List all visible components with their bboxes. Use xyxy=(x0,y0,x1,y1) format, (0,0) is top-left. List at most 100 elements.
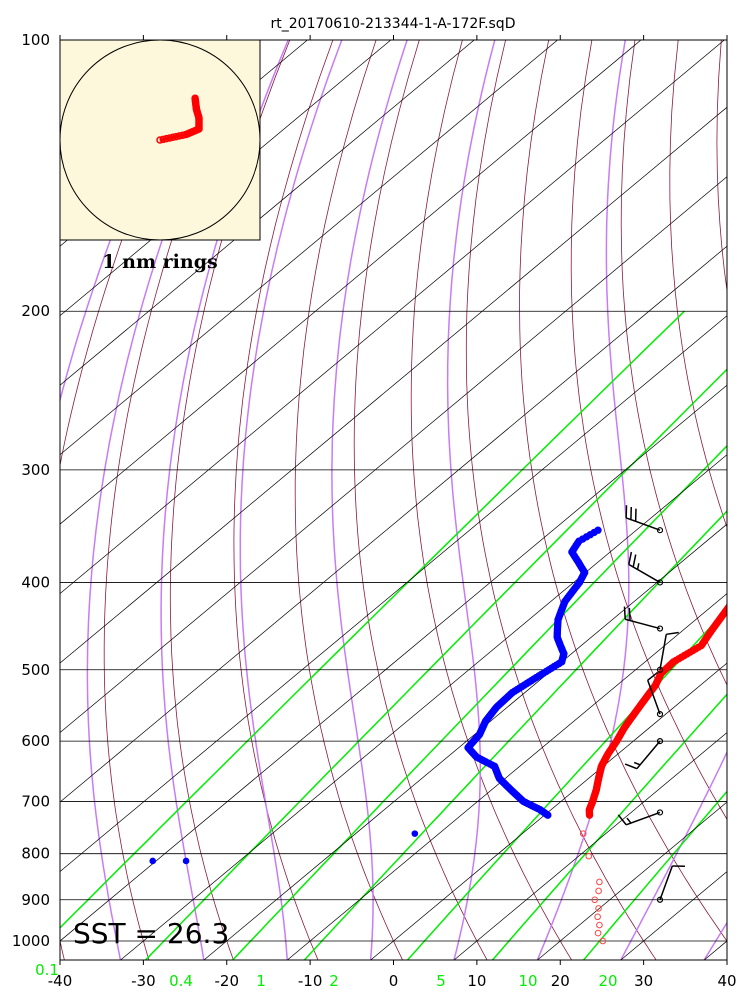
dry-adiabat-line xyxy=(353,40,488,960)
hodograph-point xyxy=(179,131,187,139)
wind-barb-flag xyxy=(623,606,626,620)
wind-barb xyxy=(628,551,664,586)
mixing-ratio-line xyxy=(144,368,727,960)
wind-barb-station xyxy=(656,896,664,903)
dry-adiabat-line xyxy=(716,40,727,294)
isotherm-line xyxy=(60,40,725,595)
mixing-ratio-tick-label: 10 xyxy=(518,972,537,990)
wind-barb xyxy=(646,671,664,718)
sst-label: SST = 26.3 xyxy=(73,917,229,950)
mixing-ratio-tick-label: 2 xyxy=(329,972,339,990)
pressure-tick-label: 400 xyxy=(21,573,50,591)
isobar-lines xyxy=(60,40,727,942)
temperature-point xyxy=(746,580,750,586)
pressure-tick-label: 1000 xyxy=(12,932,50,950)
wind-barb-shaft xyxy=(625,811,661,826)
dry-adiabat-line xyxy=(669,40,727,529)
temperature-point xyxy=(733,594,739,600)
temperature-tick-label: 40 xyxy=(717,972,736,990)
surface-temperature-point xyxy=(596,878,603,886)
wind-barb xyxy=(656,865,685,903)
wind-barb-shaft xyxy=(636,740,661,770)
temperature-tick-label: -10 xyxy=(298,972,323,990)
mixing-ratio-tick-label: 0.4 xyxy=(169,972,193,990)
temperature-tick-labels: -40 -30 -20 -10 0 10 20 30 40 xyxy=(48,35,737,990)
temperature-point xyxy=(739,588,745,594)
moist-adiabat-line xyxy=(160,40,289,960)
dewpoint-point xyxy=(544,811,552,819)
moist-adiabat-line xyxy=(331,40,408,960)
surface-temperature-point xyxy=(596,921,603,929)
wind-barb-flag xyxy=(666,631,679,636)
temperature-point xyxy=(741,586,747,592)
mixing-ratio-line xyxy=(303,510,727,960)
hodograph-point xyxy=(166,134,174,142)
mixing-ratio-line xyxy=(406,608,727,960)
hodograph-rings-label: 1 nm rings xyxy=(102,251,217,273)
dry-adiabat-line xyxy=(410,40,573,960)
temperature-tick-label: -40 xyxy=(48,972,73,990)
dry-adiabat-line xyxy=(465,40,657,960)
temperature-tick-label: 10 xyxy=(467,972,486,990)
temperature-tick-label: 30 xyxy=(634,972,653,990)
wind-barb-shaft xyxy=(625,618,661,630)
isotherm-line xyxy=(60,384,727,942)
wind-barb-half-flag xyxy=(633,761,641,766)
pressure-tick-label: 200 xyxy=(21,302,50,320)
temperature-point xyxy=(585,811,594,819)
wind-barb-shaft xyxy=(659,634,667,670)
wind-barb-shaft xyxy=(625,517,661,531)
moist-adiabat-line xyxy=(536,40,630,960)
mixing-ratio-tick-labels: 0.1 0.4 1 2 5 10 20 xyxy=(35,961,617,990)
hodograph-point xyxy=(162,134,171,143)
isotherm-line xyxy=(60,176,727,734)
wind-barb-flag xyxy=(628,551,633,565)
dry-adiabat-line xyxy=(519,40,727,942)
pressure-tick-label: 100 xyxy=(21,31,50,49)
sounding-profiles xyxy=(149,526,750,945)
surface-temperature-point xyxy=(594,913,601,921)
temperature-point xyxy=(732,596,738,602)
wind-barb xyxy=(617,809,664,826)
dry-adiabat-line xyxy=(620,40,727,687)
wind-barb xyxy=(624,738,664,770)
surface-temperature-point xyxy=(594,929,602,937)
dry-adiabat-line xyxy=(169,40,291,960)
hodograph-point xyxy=(156,136,164,144)
isotherm-line xyxy=(203,523,727,960)
wind-barb-station xyxy=(656,625,664,632)
wind-barb-half-flag xyxy=(636,563,640,570)
wind-barb-station xyxy=(656,738,664,745)
surface-temperature-point xyxy=(595,887,602,895)
temperature-tick-label: 20 xyxy=(551,972,570,990)
pressure-tick-labels: 100 200 300 400 500 600 700 800 900 1000 xyxy=(12,31,50,950)
mixing-ratio-tick-label: 20 xyxy=(598,972,617,990)
background-lines xyxy=(60,40,727,960)
mixing-ratio-line xyxy=(491,693,727,960)
mixing-ratio-line xyxy=(60,310,685,929)
moist-adiabat-line xyxy=(446,40,496,960)
wind-barb-station xyxy=(656,527,664,534)
hodograph-point xyxy=(172,132,180,141)
surface-dewpoint-point xyxy=(182,857,190,865)
isotherm-line xyxy=(60,245,727,803)
temperature-point xyxy=(729,599,735,605)
temperature-tick-label: -30 xyxy=(131,972,156,990)
wind-barb-flag xyxy=(624,763,638,770)
temperature-point xyxy=(728,601,734,607)
pressure-tick-label: 700 xyxy=(21,792,50,810)
dry-adiabat-line xyxy=(103,40,247,960)
mixing-ratio-tick-label: 1 xyxy=(256,972,266,990)
isotherm-line xyxy=(453,732,727,960)
temperature-point xyxy=(743,584,749,590)
pressure-tick-label: 600 xyxy=(21,732,50,750)
isotherm-line xyxy=(620,871,727,960)
isotherm-line xyxy=(537,801,727,960)
surface-temperature-point xyxy=(595,905,602,912)
dry-adiabat-line xyxy=(294,40,403,960)
pressure-tick-label: 900 xyxy=(21,891,50,909)
surface-dewpoint-point xyxy=(149,857,157,865)
dry-adiabat-line xyxy=(570,40,727,820)
wind-barbs xyxy=(617,505,685,903)
